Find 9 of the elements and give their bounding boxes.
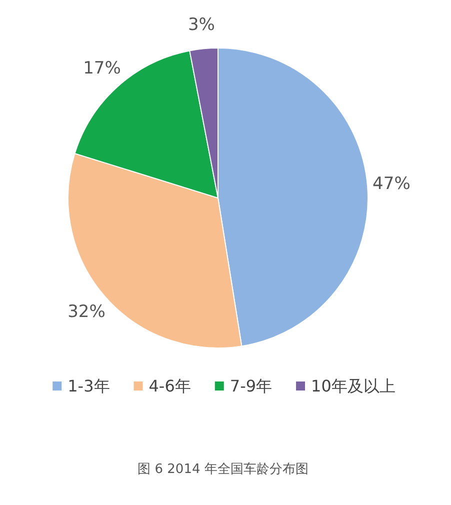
legend-label: 1-3年 — [68, 376, 110, 396]
caption: 图 6 2014 年全国车龄分布图 — [138, 462, 308, 477]
data-label: 32% — [68, 302, 106, 322]
legend-label: 10年及以上 — [311, 376, 396, 396]
legend-label: 7-9年 — [230, 376, 272, 396]
data-label: 17% — [83, 58, 121, 78]
data-label: 47% — [372, 174, 410, 194]
data-label: 3% — [188, 14, 215, 35]
legend-label: 4-6年 — [148, 376, 191, 396]
